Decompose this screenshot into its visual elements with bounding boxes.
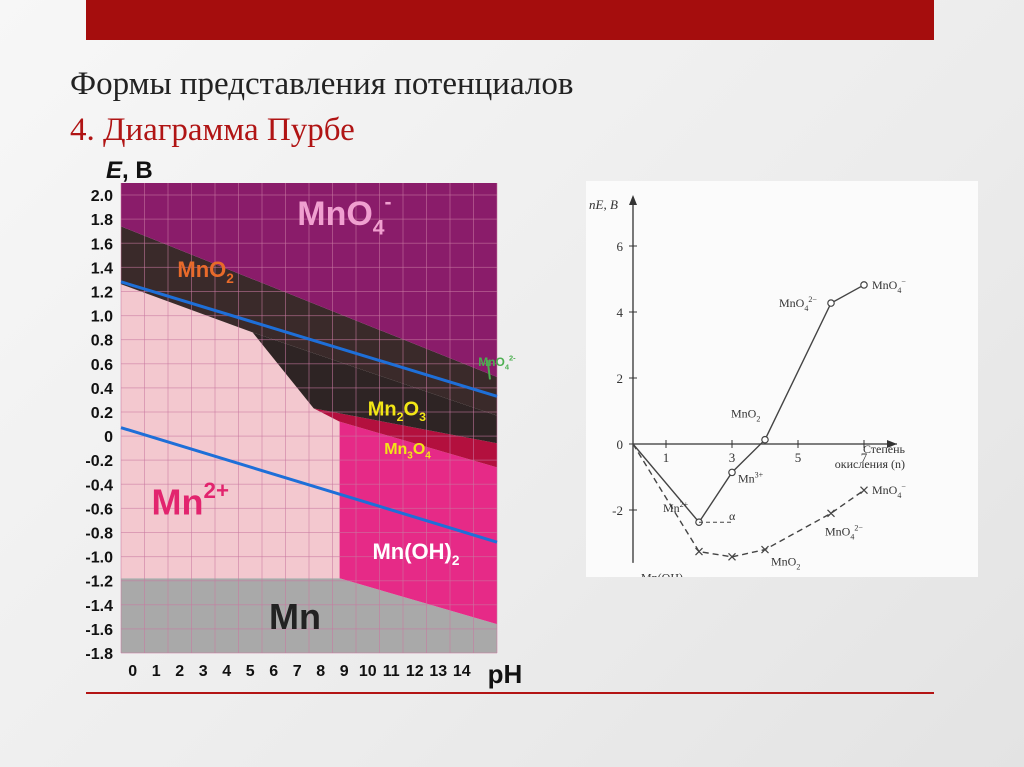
pourbaix-diagram: Mn Mn(OH)2 Mn2+ Mn3O4 Mn2O3 MnO2 MnO4- MnO42- E… [85, 157, 523, 689]
frost-point-circle [728, 468, 736, 477]
y-tick-label: 0 [104, 429, 113, 446]
slide-title: Формы представления потенциалов [70, 66, 574, 102]
frost-y-label: nE, В [589, 197, 618, 212]
x-tick-label: 5 [246, 663, 255, 680]
water-line-1 [120, 280, 498, 398]
annotation-arrow [486, 360, 491, 380]
frost-label: Mn(OH)2 [641, 571, 687, 577]
annotation-mno4-2: MnO42- [478, 354, 516, 372]
frost-label: MnO4− [872, 277, 906, 295]
frost-x-label-1: Степень [863, 442, 906, 456]
region-mn2 [121, 284, 340, 579]
frost-label: Mn3+ [738, 470, 764, 485]
frost-label: MnO42− [825, 523, 863, 541]
y-tick-label: 0.8 [91, 333, 113, 350]
frost-point-circle [761, 435, 769, 444]
frost-x-tick-label: 5 [795, 450, 802, 465]
x-tick-label: 1 [152, 663, 161, 680]
x-tick-label: 7 [293, 663, 302, 680]
x-tick-label: 14 [453, 663, 471, 680]
y-tick-label: 1.8 [91, 212, 113, 229]
slide-subtitle: 4. Диаграмма Пурбе [70, 112, 355, 148]
y-tick-label: 1.4 [91, 260, 113, 277]
frost-point-circle [860, 281, 868, 289]
y-tick-label: 0.4 [91, 381, 113, 398]
frost-x-label-2: окисления (n) [835, 457, 905, 471]
x-tick-label: 12 [406, 663, 424, 680]
x-tick-label: 2 [175, 663, 184, 680]
frost-y-tick-label: 6 [617, 239, 624, 254]
frost-point-circle [827, 299, 835, 307]
region-label-mn2: Mn2+ [152, 478, 229, 522]
frost-label: α [729, 509, 736, 523]
x-tick-label: 8 [316, 663, 325, 680]
frost-series-1-line [632, 284, 865, 524]
frost-label: MnO4− [872, 482, 906, 500]
x-tick-label: 13 [429, 663, 447, 680]
frost-point-cross [761, 545, 769, 554]
y-tick-label: 1.6 [91, 236, 113, 253]
frost-point-cross [827, 509, 835, 518]
x-tick-label: 9 [340, 663, 349, 680]
x-tick-label: 11 [383, 663, 400, 680]
y-axis-label: E, В [106, 157, 153, 184]
frost-x-tick-label: 3 [729, 450, 736, 465]
region-mnoh2 [339, 421, 497, 625]
y-tick-label: 1.0 [91, 309, 113, 326]
region-label-mno4: MnO4- [297, 191, 391, 240]
bottom-accent-line [86, 692, 934, 694]
y-tick-label: 1.2 [91, 284, 113, 301]
y-tick-label: -1.4 [85, 598, 113, 615]
y-tick-label: -0.6 [85, 501, 113, 518]
water-line-2 [120, 426, 498, 544]
frost-diagram-panel: 1 3 5 7 6 4 2 0 -2 nE, В Степень окисления (n) MnO4−… [586, 181, 978, 595]
y-tick-label: -0.4 [85, 477, 113, 494]
region-label-mn: Mn [269, 596, 321, 637]
region-label-mn3o4: Mn3O4 [384, 441, 431, 461]
x-tick-label: 6 [269, 663, 278, 680]
region-label-mn2o3: Mn2O3 [368, 399, 426, 425]
y-tick-label: -0.8 [85, 525, 113, 542]
region-label-mnoh2: Mn(OH)2 [372, 539, 459, 568]
frost-y-tick-label: -2 [612, 503, 623, 518]
frost-x-tick-label: 1 [663, 450, 670, 465]
frost-y-tick-label: 2 [617, 371, 624, 386]
frost-y-tick-label: 0 [617, 437, 624, 452]
y-tick-label: -1.0 [85, 550, 113, 567]
frost-x-arrow [887, 440, 897, 448]
frost-label: MnO42− [779, 295, 817, 313]
y-tick-label: 0.2 [91, 405, 113, 422]
frost-y-arrow [629, 195, 637, 205]
x-tick-label: 10 [359, 663, 377, 680]
y-tick-label: -1.8 [85, 646, 113, 663]
y-tick-label: -1.6 [85, 622, 113, 639]
y-tick-label: -1.2 [85, 574, 113, 591]
x-axis-label: pH [488, 659, 523, 689]
top-accent-bar [86, 0, 934, 40]
y-tick-label: 2.0 [91, 188, 113, 205]
region-label-mno2: MnO2 [177, 257, 234, 286]
y-tick-label: 0.6 [91, 357, 113, 374]
frost-point-cross [695, 547, 703, 556]
x-tick-label: 4 [222, 663, 231, 680]
frost-y-tick-label: 4 [617, 305, 624, 320]
frost-series-2-line [632, 443, 865, 558]
frost-point-cross [728, 552, 736, 561]
frost-label: Mn2+ [663, 500, 689, 515]
frost-label: MnO2 [731, 407, 760, 424]
x-tick-label: 0 [128, 663, 137, 680]
x-tick-label: 3 [199, 663, 208, 680]
frost-label: MnO2 [771, 555, 800, 572]
region-mn3o4 [313, 408, 497, 468]
frost-x-tick-label: 7 [861, 450, 868, 465]
y-tick-label: -0.2 [85, 453, 113, 470]
frost-point-cross [860, 486, 868, 495]
